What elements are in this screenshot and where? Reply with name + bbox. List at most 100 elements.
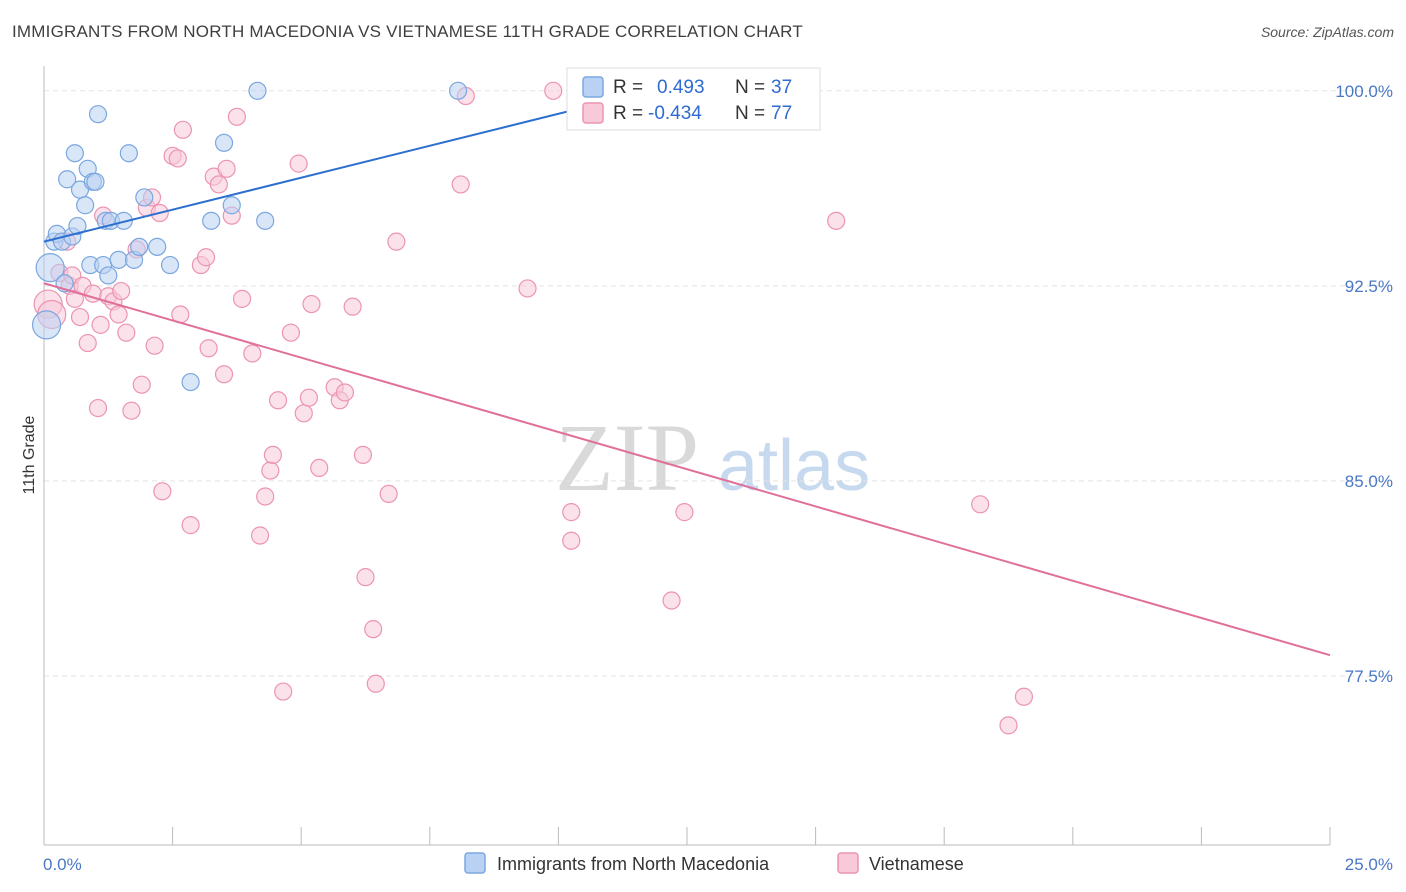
pink-point (117, 323, 136, 342)
pink-point (544, 81, 563, 100)
blue-point (160, 255, 180, 275)
blue-point (88, 105, 108, 124)
pink-point (971, 495, 990, 514)
pink-point (112, 281, 131, 301)
pink-point (261, 461, 280, 480)
y-tick-label: 100.0% (1335, 82, 1393, 101)
pink-point (310, 458, 329, 478)
legend-r-label-2: R = (613, 103, 643, 124)
pink-point (999, 716, 1018, 735)
pink-point (562, 531, 581, 550)
legend-r-value-2: -0.434 (648, 103, 702, 124)
pink-point (675, 503, 694, 522)
legend-n-label-1: N = (735, 77, 765, 98)
pink-point (88, 398, 108, 418)
pink-point (518, 279, 537, 298)
bottom-legend-label-2: Vietnamese (869, 854, 964, 874)
legend-n-value-2: 77 (771, 103, 792, 124)
pink-point (335, 383, 355, 402)
y-tick-labels: 77.5% 85.0% 92.5% 100.0% (1335, 82, 1393, 686)
y-tick-label: 77.5% (1345, 667, 1393, 686)
blue-point (448, 81, 468, 100)
pink-point (227, 107, 246, 126)
pink-point (199, 339, 218, 358)
gridlines (44, 90, 1390, 677)
pink-point (109, 305, 128, 324)
x-tick-max: 25.0% (1345, 855, 1393, 874)
bottom-legend-swatch-blue (464, 852, 486, 874)
pink-point (168, 149, 187, 168)
pink-point (70, 307, 90, 327)
y-axis-label: 11th Grade (21, 415, 38, 494)
blue-point (148, 237, 167, 256)
trend-lines (43, 89, 1331, 657)
legend-swatch-pink (582, 102, 604, 124)
pink-point (299, 388, 319, 407)
legend-r-value-1: 0.493 (657, 77, 705, 98)
pink-point (356, 568, 375, 587)
pink-point (250, 526, 270, 545)
x-tick-min: 0.0% (43, 855, 82, 874)
axes (43, 66, 1331, 846)
blue-point (76, 196, 95, 215)
pink-point (827, 211, 846, 230)
pink-point (387, 232, 406, 251)
pink-point (145, 336, 164, 355)
blue-point (181, 372, 200, 392)
y-tick-label: 92.5% (1345, 277, 1393, 296)
pink-point (243, 344, 262, 363)
pink-point (196, 248, 216, 267)
pink-point (562, 503, 581, 522)
pink-point (1014, 687, 1034, 706)
watermark-atlas: atlas (718, 426, 870, 506)
legend-box: R = 0.493 N = 37 R = -0.434 N = 77 (566, 67, 821, 131)
pink-point (263, 445, 283, 464)
blue-point (31, 310, 62, 340)
legend-r-label-1: R = (613, 77, 643, 98)
bottom-legend-swatch-pink (837, 852, 859, 874)
pink-point (217, 159, 236, 178)
blue-point (68, 216, 87, 236)
blue-point (222, 196, 241, 215)
bottom-legend-label-1: Immigrants from North Macedonia (497, 854, 770, 874)
pink-point (364, 620, 383, 639)
vietnamese-points (33, 81, 1034, 735)
pink-point (153, 482, 172, 501)
watermark-zip: ZIP (555, 404, 699, 511)
pink-point (366, 674, 385, 693)
pink-point (214, 365, 234, 384)
pink-point (256, 487, 275, 506)
pink-point (289, 154, 308, 173)
blue-point (202, 211, 221, 230)
legend-n-value-1: 37 (771, 77, 792, 98)
pink-point (294, 404, 313, 423)
bottom-legend: Immigrants from North Macedonia Vietname… (464, 852, 964, 874)
blue-point (248, 81, 267, 100)
pink-point (274, 682, 293, 701)
blue-point (99, 266, 118, 285)
pink-point (232, 289, 252, 308)
pink-point (302, 294, 321, 314)
blue-point (58, 170, 77, 189)
pink-point (132, 375, 151, 394)
legend-n-label-2: N = (735, 103, 765, 124)
pink-point (343, 297, 362, 316)
pink-point (91, 315, 110, 334)
source-label: Source: ZipAtlas.com (1260, 24, 1394, 40)
pink-point (662, 591, 681, 610)
blue-trend-line (43, 89, 652, 243)
blue-point (86, 172, 105, 191)
pink-trend-line (43, 282, 1331, 657)
chart-title: IMMIGRANTS FROM NORTH MACEDONIA VS VIETN… (12, 22, 803, 41)
blue-point (119, 144, 138, 163)
pink-point (353, 445, 373, 464)
pink-point (268, 391, 288, 410)
blue-point (35, 253, 65, 283)
pink-point (181, 516, 200, 535)
legend-swatch-blue (582, 76, 604, 98)
pink-point (209, 175, 228, 194)
pink-point (78, 333, 97, 353)
blue-point (135, 188, 154, 207)
blue-point (65, 144, 84, 163)
